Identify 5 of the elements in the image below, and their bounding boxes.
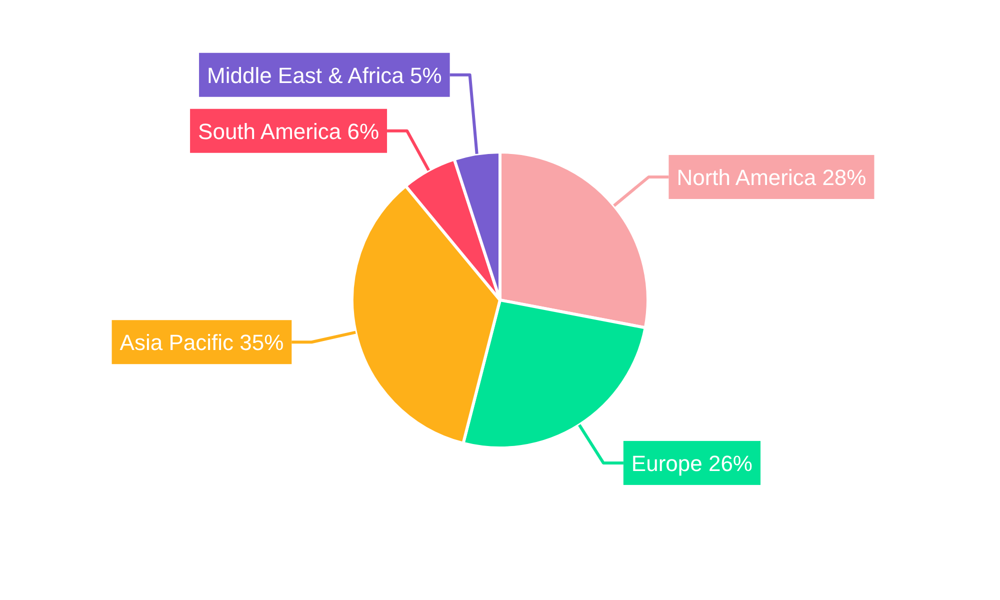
slice-label: South America 6% (198, 118, 380, 144)
slice-label: Europe 26% (631, 450, 753, 476)
slice-label: North America 28% (676, 164, 866, 190)
slice-label: Middle East & Africa 5% (207, 62, 442, 88)
slice-label: Asia Pacific 35% (120, 330, 284, 356)
